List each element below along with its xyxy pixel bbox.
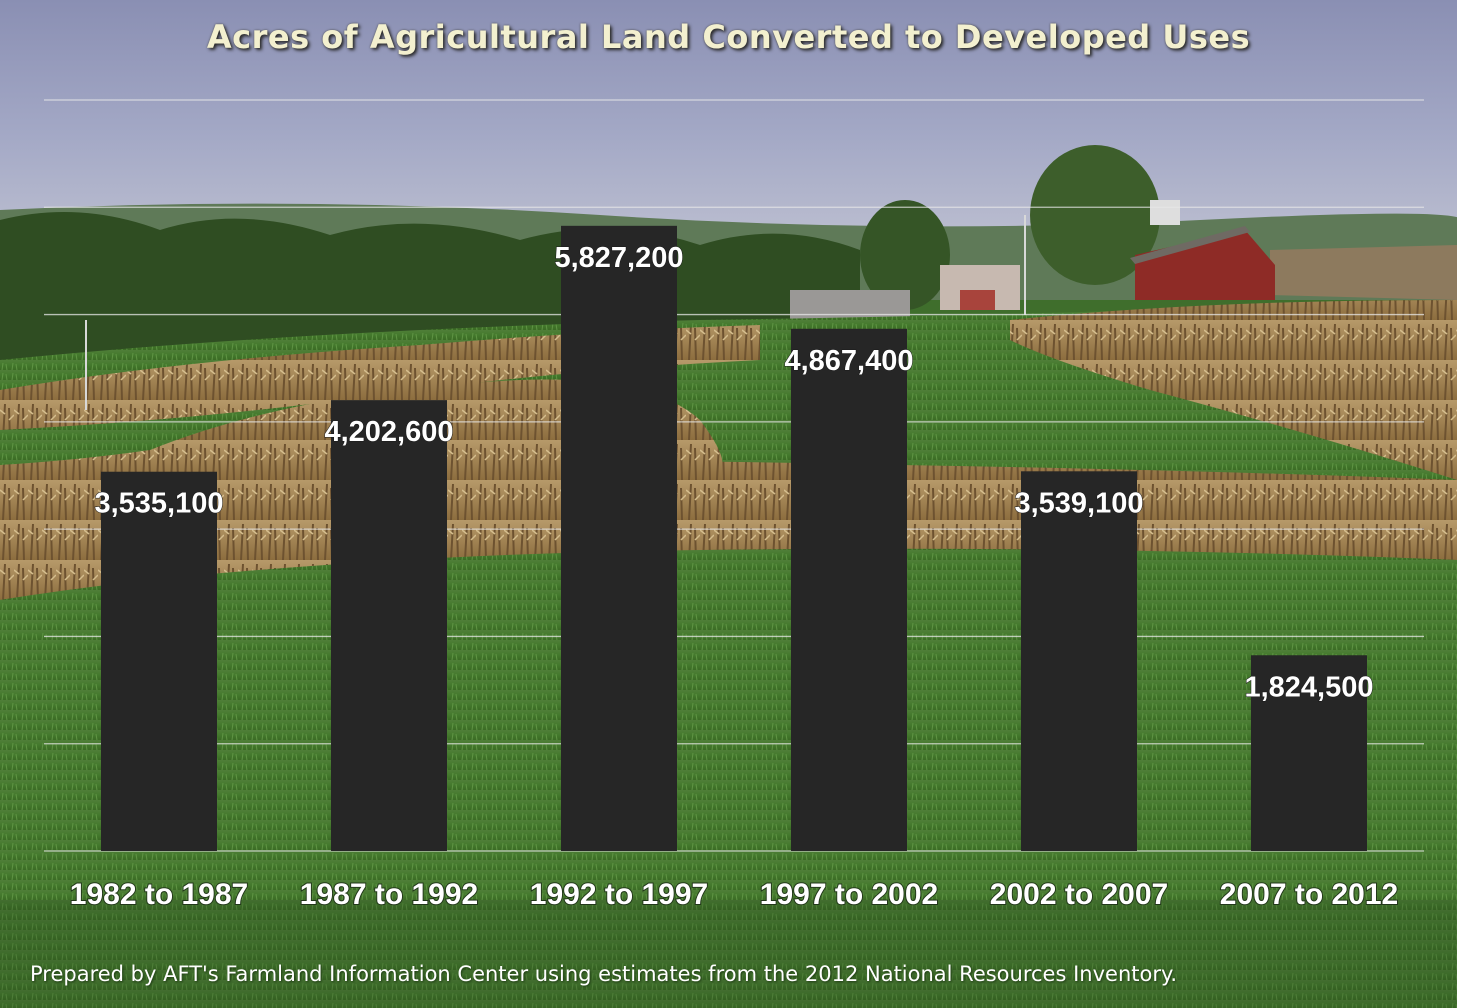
bars xyxy=(101,225,1367,852)
bar xyxy=(1021,471,1137,851)
data-label: 4,867,400 xyxy=(784,345,913,377)
source-note: Prepared by AFT's Farmland Information C… xyxy=(30,962,1178,986)
bar xyxy=(791,328,907,852)
data-label: 1,824,500 xyxy=(1244,671,1373,703)
data-label: 4,202,600 xyxy=(324,416,453,448)
bar xyxy=(101,471,217,851)
gridlines xyxy=(44,99,1424,852)
bar xyxy=(561,225,677,851)
category-label: 1987 to 1992 xyxy=(300,878,478,911)
category-label: 1992 to 1997 xyxy=(530,878,708,911)
category-labels: 1982 to 1987 1987 to 1992 1992 to 1997 1997… xyxy=(69,877,1399,912)
category-label: 1982 to 1987 xyxy=(70,878,248,911)
data-label: 3,535,100 xyxy=(94,488,223,520)
data-label: 5,827,200 xyxy=(554,242,683,274)
category-label: 2007 to 2012 xyxy=(1220,878,1398,911)
category-label: 2002 to 2007 xyxy=(990,878,1168,911)
data-label: 3,539,100 xyxy=(1014,487,1143,519)
chart-title: Acres of Agricultural Land Converted to … xyxy=(206,18,1251,56)
data-labels: 3,535,100 4,202,600 5,827,200 4,867,400 3,53… xyxy=(94,241,1374,703)
category-label: 1997 to 2002 xyxy=(760,878,938,911)
bar xyxy=(1251,655,1367,851)
bar xyxy=(331,400,447,851)
